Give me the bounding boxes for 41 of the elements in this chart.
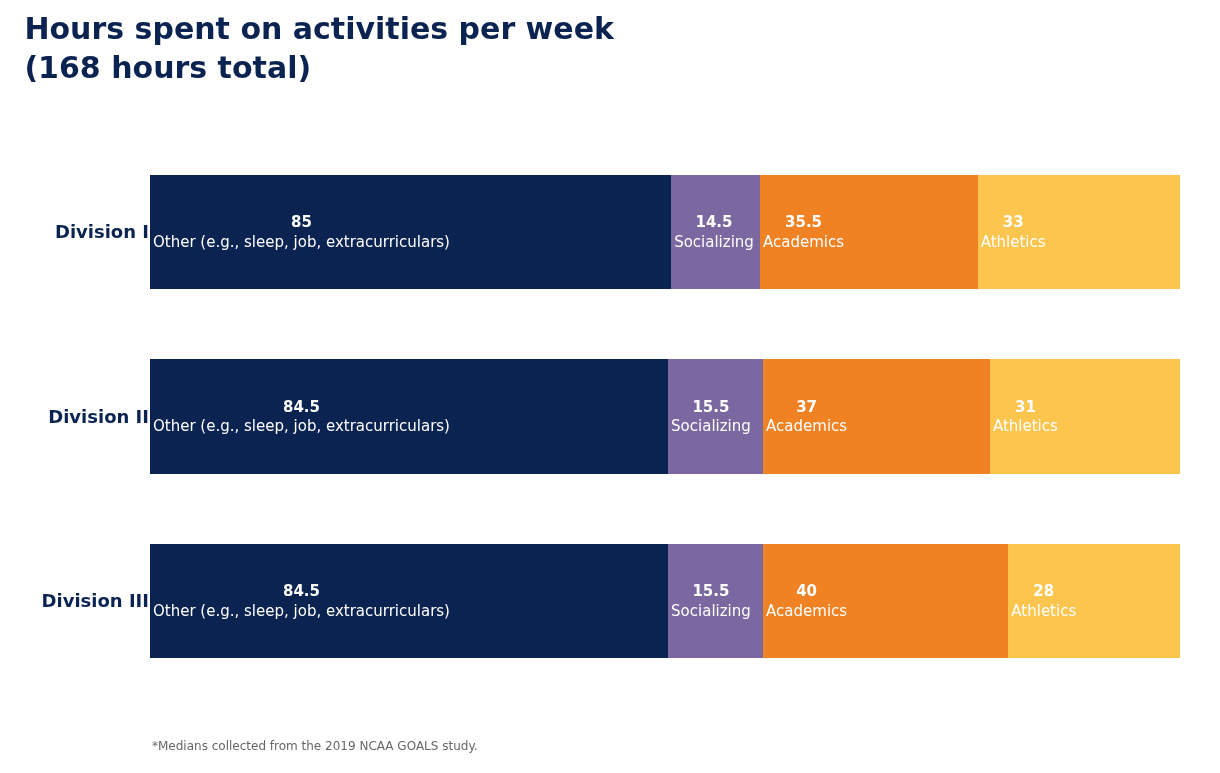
bar (763, 543, 1009, 658)
bar (977, 175, 1180, 290)
data-label: 84.5 (282, 397, 320, 416)
text: Socializing (671, 601, 751, 620)
data-label: 14.5 (695, 213, 733, 232)
data-label: 85 (291, 213, 312, 232)
data-label: 28 (1033, 582, 1055, 601)
data-label: 15.5 (692, 582, 730, 601)
bar (671, 175, 761, 290)
text: Other (e.g., sleep, job, extracurriculars) (153, 417, 450, 436)
series-label: Other (e.g., sleep, job, extracurriculars) (153, 232, 450, 251)
bar (668, 543, 764, 658)
text: Athletics (992, 417, 1058, 436)
text: *Medians collected from the 2019 NCAA GOALS study. (152, 739, 478, 753)
text: Athletics (1011, 601, 1077, 620)
bar (763, 359, 990, 474)
bar (150, 175, 672, 290)
text: Academics (766, 417, 848, 436)
series-label: Socializing (674, 232, 754, 251)
y-tick-label: Division II (48, 405, 149, 427)
data-label: 84.5 (282, 582, 320, 601)
bar (1008, 543, 1180, 658)
data-label: 40 (796, 582, 818, 601)
series-label: Athletics (980, 232, 1046, 251)
chart-title: Hours spent on activities per week (168 hours total) (24, 10, 616, 85)
series-label: Academics (763, 232, 845, 251)
data-label: 37 (796, 397, 818, 416)
text: Socializing (671, 417, 751, 436)
bar (150, 359, 669, 474)
data-label: 35.5 (785, 213, 823, 232)
bar (760, 175, 978, 290)
text: Academics (766, 601, 848, 620)
data-label: 33 (1002, 213, 1024, 232)
y-tick-label: Division I (54, 221, 149, 243)
bar (150, 543, 669, 658)
bar (989, 359, 1180, 474)
data-label: 15.5 (692, 397, 730, 416)
y-tick-label: Division III (41, 590, 149, 612)
bar (668, 359, 764, 474)
text: Other (e.g., sleep, job, extracurriculars) (153, 601, 450, 620)
data-label: 31 (1014, 397, 1036, 416)
